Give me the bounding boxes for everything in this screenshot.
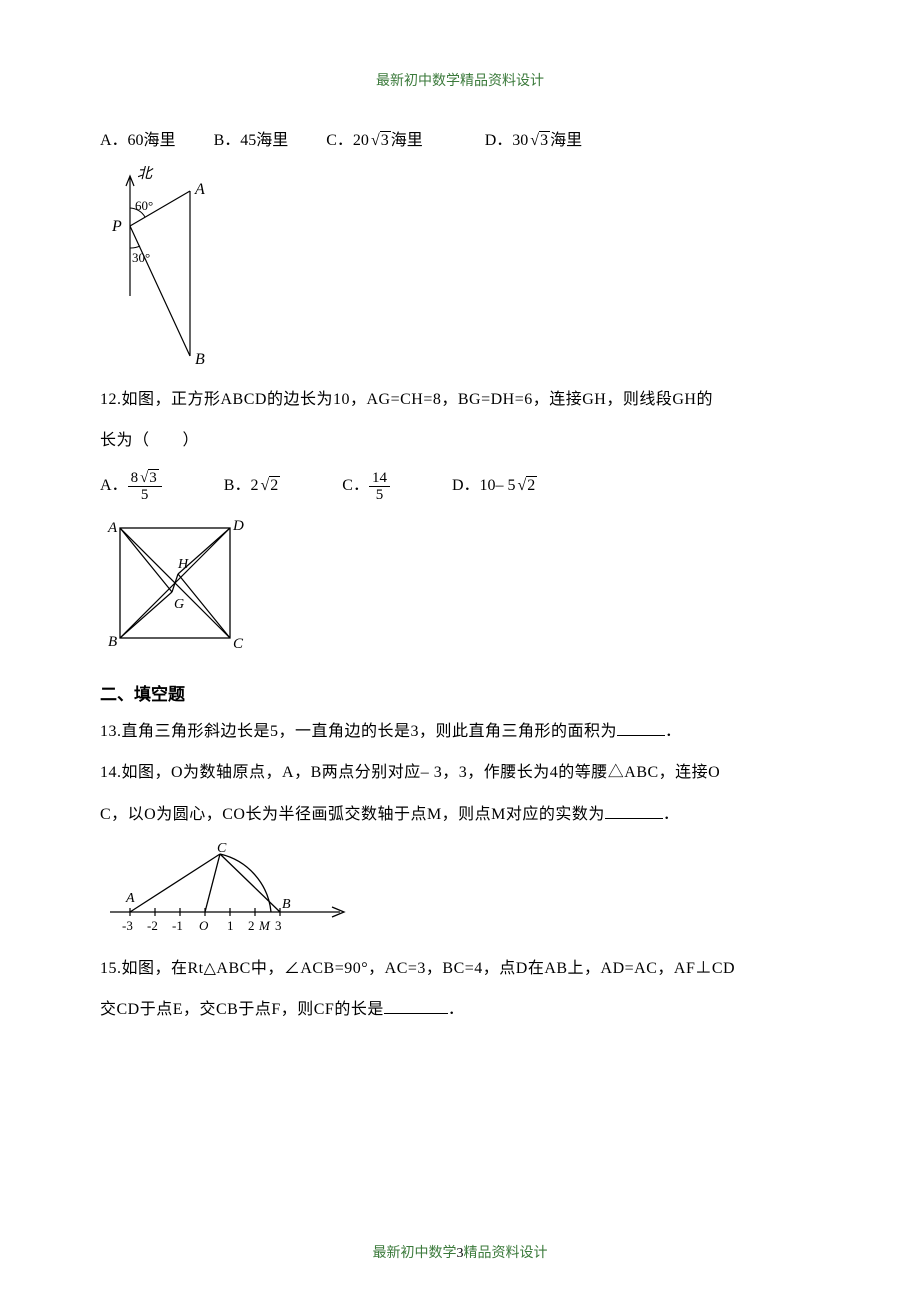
fig14-M: M bbox=[258, 918, 271, 933]
fig14-t-1n: -1 bbox=[172, 918, 183, 933]
q14-stem-l1: 14.如图，O为数轴原点，A，B两点分别对应– 3，3，作腰长为4的等腰△ABC… bbox=[100, 752, 820, 794]
fig12-A: A bbox=[107, 520, 118, 536]
fig11-A: A bbox=[194, 181, 205, 198]
fig14-O: O bbox=[199, 918, 209, 933]
q11-opt-b: B．45海里 bbox=[214, 132, 289, 149]
q15-stem-l1: 15.如图，在Rt△ABC中，∠ACB=90°，AC=3，BC=4，点D在AB上… bbox=[100, 948, 820, 990]
page-footer: 最新初中数学3精品资料设计 bbox=[0, 1242, 920, 1262]
section-2-title: 二、填空题 bbox=[100, 680, 820, 705]
fig11-angle30: 30° bbox=[132, 250, 150, 265]
q11-figure: 北 60° 30° P A B bbox=[100, 166, 820, 371]
fig12-G: G bbox=[174, 597, 184, 612]
fig12-D: D bbox=[232, 518, 244, 534]
q15-stem-l2: 交CD于点E，交CB于点F，则CF的长是． bbox=[100, 989, 820, 1031]
q14-figure: A C B -3 -2 -1 O 1 2 M 3 bbox=[100, 840, 820, 940]
fig11-north: 北 bbox=[137, 166, 154, 182]
q11-opt-a: A．60海里 bbox=[100, 132, 176, 149]
page-header: 最新初中数学精品资料设计 bbox=[100, 70, 820, 90]
q12-opt-b: B．2√2 bbox=[224, 477, 284, 494]
q12-opt-a: A．8√35 bbox=[100, 477, 166, 494]
fig11-B: B bbox=[195, 351, 205, 368]
q13-blank bbox=[617, 720, 665, 735]
fig11-P: P bbox=[111, 218, 122, 235]
fig14-t-3: 3 bbox=[275, 918, 282, 933]
q11-opt-c: C．20√3海里 bbox=[326, 132, 426, 149]
fig12-C: C bbox=[233, 636, 244, 652]
q13-stem: 13.直角三角形斜边长是5，一直角边的长是3，则此直角三角形的面积为． bbox=[100, 711, 820, 753]
q12-stem-l2: 长为（ ） bbox=[100, 420, 820, 462]
fig14-B: B bbox=[282, 897, 291, 912]
fig14-A: A bbox=[125, 891, 135, 906]
fig12-H: H bbox=[177, 557, 189, 572]
fig14-t-2n: -2 bbox=[147, 918, 158, 933]
q14-stem-l2: C，以O为圆心，CO长为半径画弧交数轴于点M，则点M对应的实数为． bbox=[100, 794, 820, 836]
q11-options: A．60海里 B．45海里 C．20√3海里 D．30√3海里 bbox=[100, 120, 820, 162]
q12-opt-c: C．145 bbox=[342, 477, 394, 494]
fig14-C: C bbox=[217, 841, 227, 856]
fig11-angle60: 60° bbox=[135, 198, 153, 213]
q12-opt-d: D．10– 5√2 bbox=[452, 477, 537, 494]
q12-stem-l1: 12.如图，正方形ABCD的边长为10，AG=CH=8，BG=DH=6，连接GH… bbox=[100, 379, 820, 421]
q14-blank bbox=[605, 804, 663, 819]
fig14-t-3n: -3 bbox=[122, 918, 133, 933]
fig14-t-1: 1 bbox=[227, 918, 234, 933]
q15-blank bbox=[384, 999, 448, 1014]
q12-options: A．8√35 B．2√2 C．145 D．10– 5√2 bbox=[100, 470, 820, 504]
q12-figure: A D B C H G bbox=[100, 510, 820, 660]
fig14-t-2: 2 bbox=[248, 918, 255, 933]
q11-opt-d: D．30√3海里 bbox=[485, 132, 582, 149]
fig12-B: B bbox=[108, 634, 117, 650]
